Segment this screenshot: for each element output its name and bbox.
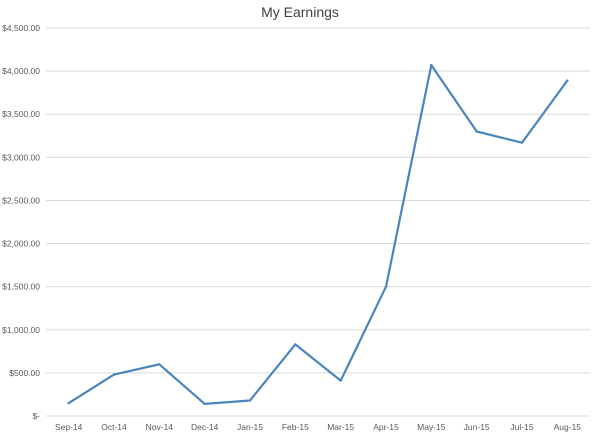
chart-title: My Earnings — [261, 4, 339, 20]
data-point — [294, 343, 297, 346]
x-tick-label: May-15 — [417, 422, 446, 432]
gridlines — [46, 27, 590, 417]
y-tick-label: $500.00 — [9, 368, 40, 378]
data-point — [384, 285, 388, 288]
x-tick-label: Dec-14 — [191, 422, 219, 432]
x-tick-label: Jul-15 — [510, 422, 533, 432]
y-tick-label: $2,500.00 — [2, 195, 40, 205]
x-tick-label: Jan-15 — [237, 422, 263, 432]
data-point — [520, 141, 524, 144]
y-tick-label: $1,500.00 — [2, 282, 40, 292]
y-tick-label: $4,000.00 — [2, 66, 40, 76]
data-point — [158, 363, 161, 366]
y-tick-label: $2,000.00 — [2, 239, 40, 249]
data-point — [475, 130, 478, 133]
y-tick-label: $- — [32, 411, 40, 421]
x-tick-label: Nov-14 — [146, 422, 174, 432]
data-point — [112, 373, 116, 376]
x-tick-label: Jun-15 — [464, 422, 490, 432]
data-point — [566, 79, 569, 82]
y-tick-label: $3,000.00 — [2, 152, 40, 162]
y-tick-label: $3,500.00 — [2, 109, 40, 119]
x-tick-label: Aug-15 — [554, 422, 582, 432]
y-tick-label: $4,500.00 — [2, 23, 40, 33]
y-axis-tick-labels: $- $500.00 $1,000.00 $1,500.00 $2,000.00 $2,5… — [2, 23, 40, 421]
data-point — [430, 63, 433, 67]
x-tick-label: Mar-15 — [327, 422, 354, 432]
data-point — [248, 399, 252, 402]
y-tick-label: $1,000.00 — [2, 325, 40, 335]
series-group — [67, 63, 569, 406]
data-point — [339, 379, 342, 382]
x-axis-tick-labels: Sep-14 Oct-14 Nov-14 Dec-14 Jan-15 Feb-15 Mar-… — [55, 422, 581, 432]
series-line — [67, 63, 569, 405]
data-point — [203, 402, 206, 406]
x-tick-label: Sep-14 — [55, 422, 83, 432]
x-tick-label: Oct-14 — [101, 422, 127, 432]
data-point — [67, 401, 70, 405]
x-tick-label: Feb-15 — [282, 422, 309, 432]
x-tick-label: Apr-15 — [373, 422, 399, 432]
